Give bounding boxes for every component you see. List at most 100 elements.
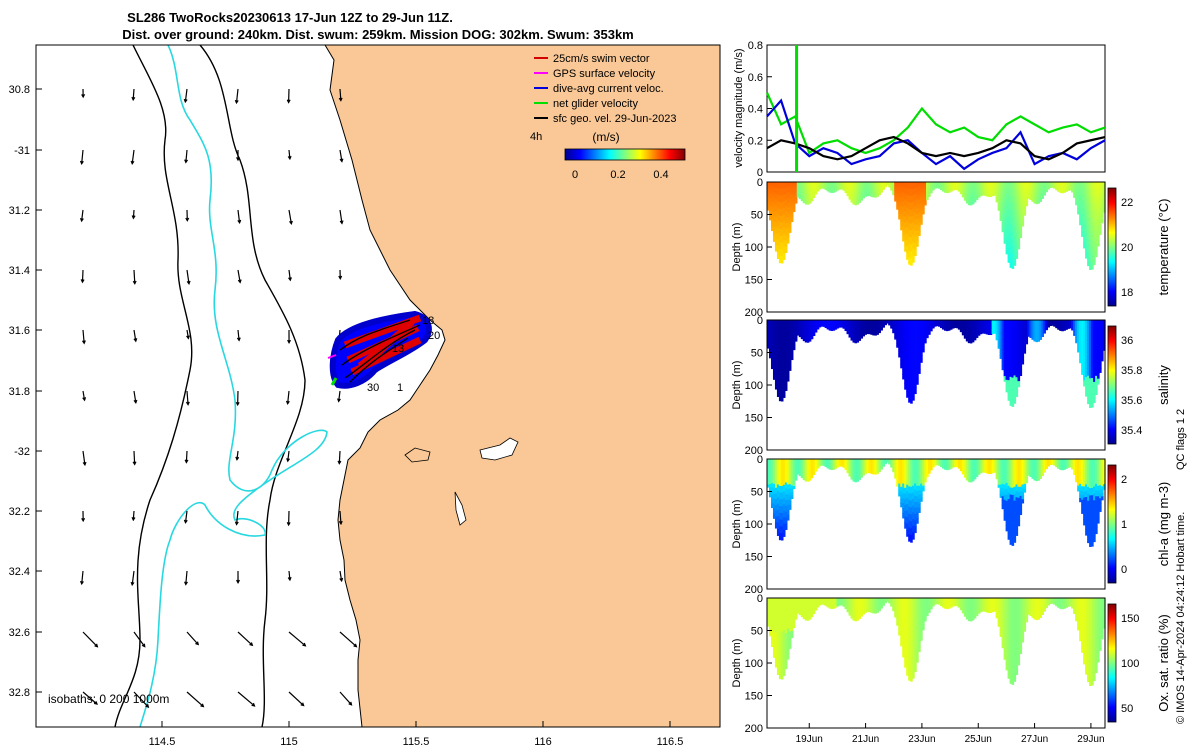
section-cell: [817, 467, 820, 468]
section-cell: [783, 391, 786, 398]
section-cell: [1023, 212, 1026, 215]
section-cell: [813, 473, 816, 475]
section-cell: [787, 515, 790, 521]
lon-tick-label: 115.5: [403, 736, 430, 748]
track-label: 20: [428, 330, 440, 342]
colorbar-tick-label: 35.4: [1121, 425, 1142, 437]
section-cell: [1047, 188, 1050, 189]
section-cell: [920, 355, 923, 359]
section-cell: [1020, 371, 1023, 376]
vel-tick-label: 0.6: [748, 72, 763, 84]
section-cell: [1097, 379, 1100, 385]
section-cell: [1093, 258, 1096, 265]
section-cell: [924, 341, 927, 344]
vel-tick-label: 0.2: [748, 135, 763, 147]
section-cell: [914, 387, 917, 394]
section-cell: [976, 198, 979, 200]
colorbar-tick: 0.2: [610, 169, 625, 181]
section-cell: [789, 501, 792, 506]
section-tick-label: 100: [745, 380, 763, 392]
velocity-ylabel: velocity magnitude (m/s): [733, 48, 745, 167]
legend-label: GPS surface velocity: [553, 68, 656, 80]
section-cell: [916, 373, 919, 379]
lat-tick-label: 30.8: [9, 84, 30, 96]
title-line-1: SL286 TwoRocks20230613 17-Jun 12Z to 29-…: [127, 10, 453, 25]
lat-tick-label: -31: [14, 145, 30, 157]
section-cell: [926, 336, 929, 338]
map-panel: 18 20 13 30 1 30.8-3131.231.431.631.8-32…: [9, 45, 720, 748]
section-cell: [858, 339, 861, 341]
section-cell: [926, 198, 929, 200]
section-cell: [813, 196, 816, 198]
section-cell: [920, 217, 923, 221]
section-cell: [1097, 373, 1100, 379]
legend-label: net glider velocity: [553, 98, 638, 110]
section-cell: [1025, 204, 1028, 207]
section-cell: [809, 339, 812, 341]
section-cell: [932, 189, 935, 190]
section-cell: [878, 331, 881, 333]
section-cell: [1099, 364, 1102, 369]
section-cell: [787, 371, 790, 377]
section-cell: [924, 203, 927, 206]
section-cell: [1021, 219, 1024, 223]
section-tick-label: 150: [745, 413, 763, 425]
section-cell: [1039, 338, 1042, 340]
section-cell: [1020, 233, 1023, 238]
section-cell: [1045, 329, 1048, 330]
section-cell: [1095, 388, 1098, 395]
section-cell: [809, 201, 812, 203]
section-cell: [787, 233, 790, 239]
section-colorbar: [1108, 326, 1116, 444]
section-ylabel: Depth (m): [731, 361, 743, 410]
lat-tick-label: 32.2: [9, 506, 30, 518]
section-cell: [1016, 252, 1019, 259]
section-cell: [813, 334, 816, 336]
section-cell: [795, 339, 798, 341]
lat-tick-label: 32.8: [9, 687, 30, 699]
colorbar-tick-label: 22: [1121, 197, 1133, 209]
section-cell: [1041, 197, 1044, 199]
lat-tick-label: 32.4: [9, 566, 30, 578]
section-cell: [1023, 350, 1026, 353]
section-cell: [793, 486, 796, 489]
section-cell: [783, 253, 786, 260]
section-cell: [912, 393, 915, 400]
section-cell: [791, 356, 794, 360]
section-cell: [882, 327, 885, 328]
lon-tick-label: 116.5: [657, 736, 684, 748]
vel-tick-label: 0.4: [748, 104, 763, 116]
section-cell: [1095, 250, 1098, 257]
section-tick-label: 50: [751, 210, 763, 222]
section-cell: [795, 478, 798, 480]
section-cell: [785, 524, 788, 530]
section-cell: [930, 192, 933, 193]
section-cell: [789, 224, 792, 229]
section-cell: [914, 249, 917, 256]
section-cell: [811, 199, 814, 201]
legend-label: sfc geo. vel. 29-Jun-2023: [553, 113, 677, 125]
track-label: 13: [392, 343, 404, 355]
section-cell: [1043, 194, 1046, 196]
lon-tick-label: 116: [534, 736, 552, 748]
section-cell: [976, 336, 979, 338]
section-cell: [974, 338, 977, 340]
legend-label: dive-avg current veloc.: [553, 83, 664, 95]
section-cell: [789, 366, 792, 371]
lat-tick-label: 31.6: [9, 325, 30, 337]
section-axes-bg: [767, 320, 1105, 450]
section-cell: [1041, 335, 1044, 337]
lon-tick-label: 115: [280, 736, 298, 748]
section-cell: [1018, 243, 1021, 249]
colorbar-tick-label: 20: [1121, 242, 1133, 254]
section-cell: [789, 228, 792, 233]
section-cell: [860, 198, 863, 200]
section-cell: [1020, 366, 1023, 371]
section-cell: [787, 376, 790, 382]
section-cell: [811, 476, 814, 478]
lat-tick-label: 31.8: [9, 386, 30, 398]
